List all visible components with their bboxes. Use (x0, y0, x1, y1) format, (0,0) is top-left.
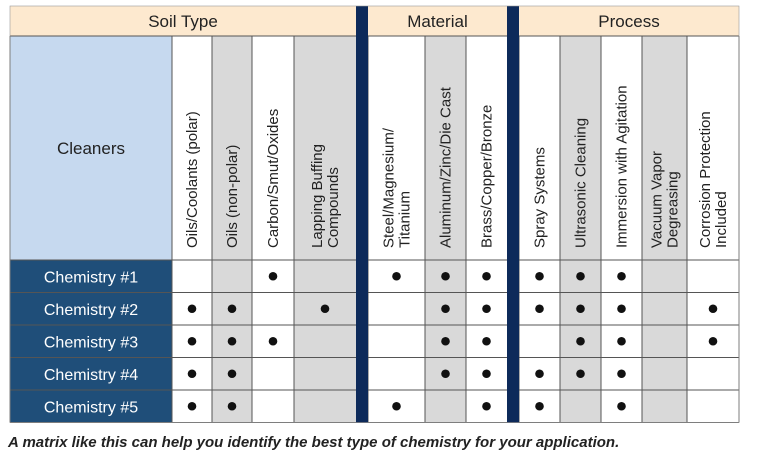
applicability-dot (576, 336, 585, 346)
column-header-label: Oils/Coolants (polar) (184, 111, 201, 248)
applicability-dot (187, 401, 197, 411)
column-header-label: Brass/Copper/Bronze (479, 105, 496, 248)
applicability-dot (482, 304, 491, 314)
applicability-dot (227, 336, 237, 346)
corner-cell (10, 36, 172, 260)
row-label: Chemistry #1 (44, 269, 138, 286)
applicability-dot (535, 304, 544, 314)
applicability-dot (392, 401, 401, 411)
column-header-label: Ultrasonic Cleaning (573, 118, 590, 248)
applicability-dot (187, 304, 197, 314)
group-header-band (10, 6, 739, 36)
applicability-dot (268, 271, 278, 281)
group-divider (507, 6, 519, 423)
column-header-label: Titanium (397, 191, 414, 248)
group-header-soil-type: Soil Type (148, 12, 218, 31)
applicability-dot (576, 271, 585, 281)
applicability-dot (227, 304, 237, 314)
table-border (9, 5, 740, 423)
applicability-dot (441, 271, 450, 281)
column-band (519, 36, 560, 423)
column-band (642, 36, 687, 423)
column-band (368, 36, 425, 423)
applicability-dot (708, 304, 718, 314)
column-band (212, 36, 252, 423)
group-divider (356, 6, 368, 423)
row-label-cell (10, 390, 172, 423)
column-header-label: Carbon/Smut/Oxides (265, 109, 282, 248)
column-band (466, 36, 507, 423)
column-header-label: Included (713, 191, 730, 248)
applicability-dot (617, 369, 626, 379)
applicability-dot (482, 369, 491, 379)
column-header-label: Lapping Buffing (309, 144, 326, 248)
applicability-dot (187, 336, 197, 346)
applicability-dot (576, 304, 585, 314)
column-header-label: Steel/Magnesium/ (381, 127, 398, 248)
applicability-dot (227, 369, 237, 379)
column-header-label: Degreasing (665, 171, 682, 248)
applicability-dot (617, 336, 626, 346)
group-header-material: Material (407, 12, 467, 31)
column-band (425, 36, 466, 423)
applicability-dot (392, 271, 401, 281)
applicability-dot (576, 369, 585, 379)
column-header-label: Corrosion Protection (697, 111, 714, 248)
applicability-dot (482, 271, 491, 281)
row-label: Chemistry #2 (44, 302, 138, 319)
applicability-dot (617, 271, 626, 281)
column-band (252, 36, 294, 423)
column-band (294, 36, 356, 423)
column-header-label: Oils (non-polar) (224, 145, 241, 248)
row-label-cell (10, 292, 172, 325)
applicability-dot (482, 336, 491, 346)
corner-label: Cleaners (57, 139, 125, 158)
applicability-dot (535, 401, 544, 411)
applicability-dot (187, 369, 197, 379)
applicability-dot (268, 336, 278, 346)
table-caption: A matrix like this can help you identify… (8, 434, 620, 451)
column-band (601, 36, 642, 423)
applicability-dot (441, 336, 450, 346)
column-header-label: Compounds (325, 167, 342, 248)
column-band (172, 36, 212, 423)
applicability-dot (320, 304, 330, 314)
applicability-dot (535, 271, 544, 281)
applicability-dot (441, 304, 450, 314)
row-label: Chemistry #4 (44, 367, 138, 384)
column-header-label: Aluminum/Zinc/Die Cast (438, 86, 455, 248)
column-band (687, 36, 739, 423)
applicability-dot (617, 304, 626, 314)
row-label: Chemistry #5 (44, 399, 138, 416)
row-label-cell (10, 260, 172, 293)
applicability-dot (617, 401, 626, 411)
applicability-dot (441, 369, 450, 379)
column-header-label: Immersion with Agitation (614, 85, 631, 248)
cleaner-matrix-table: Soil Type Material Process Cleaners Oils/Coo… (9, 5, 740, 423)
applicability-dot (227, 401, 237, 411)
applicability-dot (535, 369, 544, 379)
applicability-dot (482, 401, 491, 411)
group-header-process: Process (598, 12, 659, 31)
row-label: Chemistry #3 (44, 334, 138, 351)
column-band (560, 36, 601, 423)
column-header-label: Spray Systems (532, 147, 549, 248)
applicability-dot (708, 336, 718, 346)
row-label-cell (10, 325, 172, 358)
row-label-cell (10, 357, 172, 390)
column-header-label: Vacuum Vapor (649, 151, 666, 248)
